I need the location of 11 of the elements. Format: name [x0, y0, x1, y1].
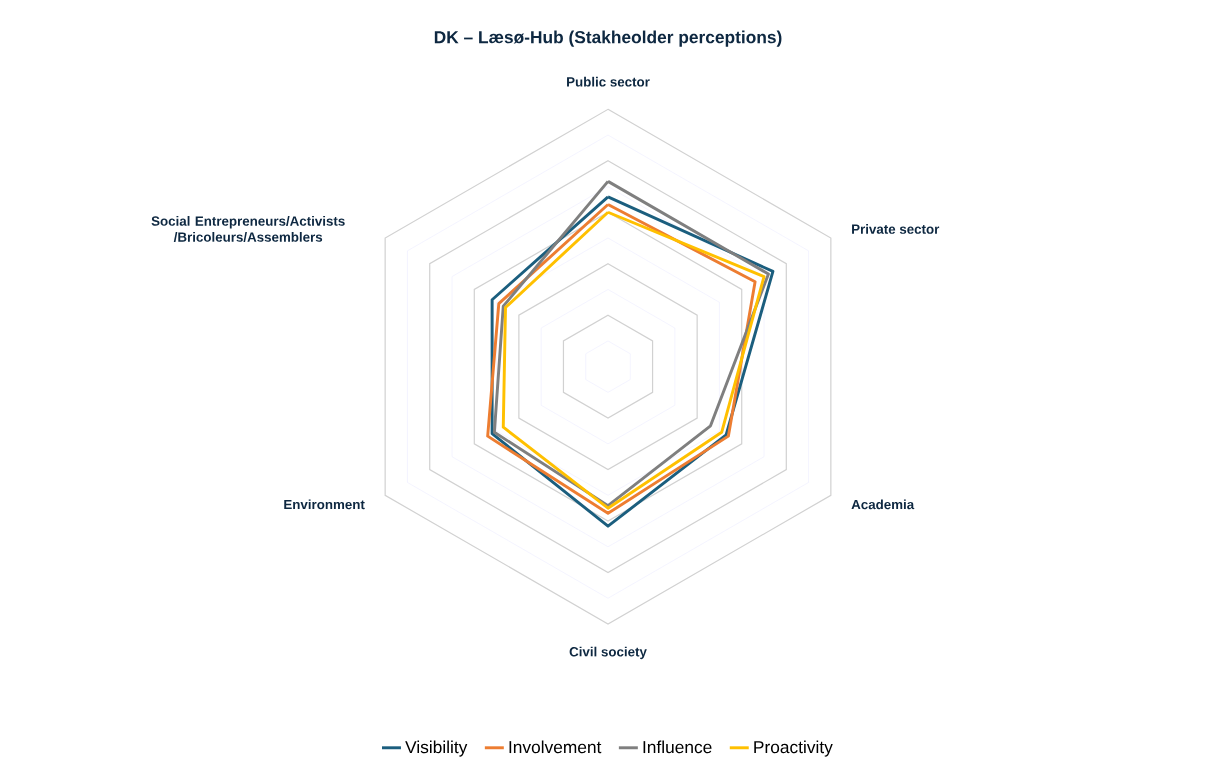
- spoke-label: Private sector: [852, 223, 940, 234]
- spoke-label: Civil society: [569, 646, 647, 659]
- spoke-label: Academia: [851, 499, 915, 510]
- legend-label: Influence: [643, 740, 712, 754]
- legend-label: Visibility: [405, 740, 468, 757]
- spoke-label: Social Entrepreneurs/Activists /Bricoleurs/Assemblers: [151, 215, 345, 242]
- legend-label: Proactivity: [754, 740, 833, 757]
- legend-label: Involvement: [509, 740, 602, 754]
- chart-title: DK – Læsø-Hub (Stakheolder perceptions): [434, 30, 782, 47]
- spoke-label: Environment: [284, 499, 365, 510]
- spoke-label: Public sector: [567, 76, 650, 87]
